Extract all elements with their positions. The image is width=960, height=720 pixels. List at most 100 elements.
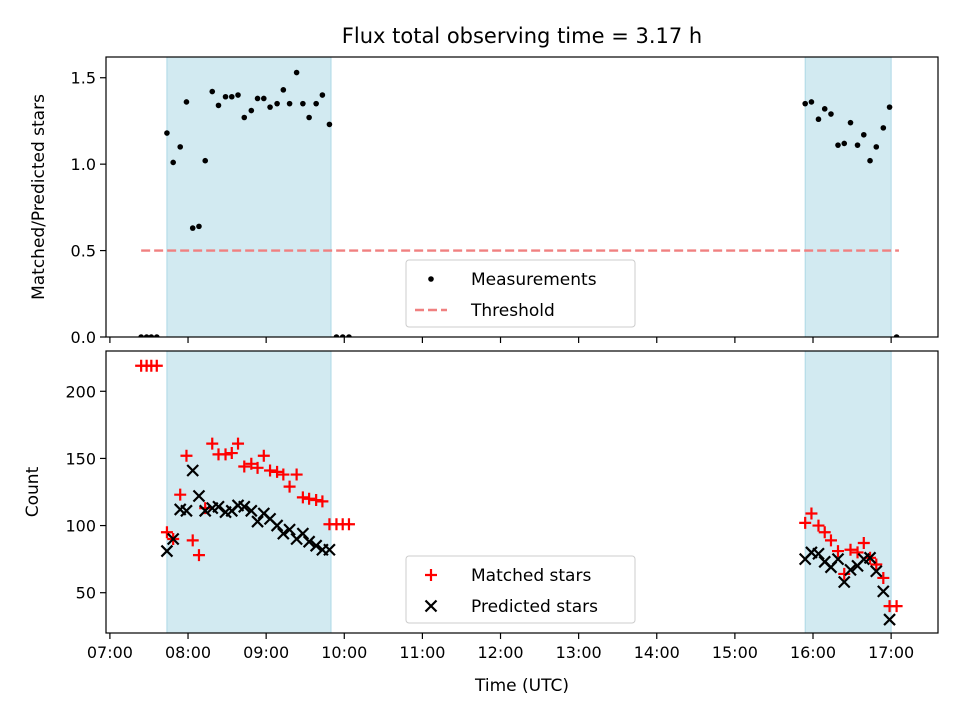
- legend-box: [405, 259, 636, 328]
- data-point: [277, 527, 290, 540]
- y-axis-label: Matched/Predicted stars: [29, 94, 49, 300]
- x-tick-label: 09:00: [243, 643, 289, 662]
- data-point: [805, 507, 818, 520]
- data-point: [261, 95, 267, 102]
- data-point: [212, 500, 225, 514]
- x-tick-label: 07:00: [87, 643, 133, 662]
- data-point: [860, 131, 867, 138]
- data-point: [870, 564, 883, 578]
- x-tick-label: 17:00: [868, 643, 914, 662]
- panel-counts: 07:00 08:00 09:00 10:00 11:00 12:00 13:00 14:00…: [23, 350, 939, 662]
- data-point: [323, 543, 336, 557]
- data-point: [286, 100, 293, 107]
- x-tick-label: 10:00: [321, 643, 367, 662]
- series-layer: [138, 69, 900, 337]
- x-tick-label: 16:00: [790, 643, 836, 662]
- series-predicted-stars: [160, 464, 896, 626]
- data-point: [893, 334, 900, 337]
- series-layer: [135, 359, 903, 626]
- legend-label: Predicted stars: [471, 597, 598, 617]
- data-point: [844, 543, 857, 556]
- data-point: [838, 567, 851, 580]
- data-point: [251, 515, 264, 528]
- data-point: [198, 504, 212, 518]
- data-point: [180, 449, 193, 462]
- data-point: [148, 334, 155, 337]
- chart-title: Flux total observing time = 3.17 h: [342, 24, 702, 48]
- y-tick-label: 150: [65, 449, 96, 468]
- x-tick-label: 08:00: [165, 643, 211, 662]
- x-tick-label: 15:00: [712, 643, 758, 662]
- data-point: [150, 359, 163, 372]
- data-point: [225, 447, 238, 460]
- data-point: [835, 142, 841, 148]
- data-point: [180, 504, 193, 518]
- legend: Matched stars Predicted stars: [405, 555, 636, 624]
- data-point: [270, 519, 284, 532]
- data-point: [873, 144, 880, 150]
- y-tick-label: 50: [76, 584, 96, 603]
- data-point: [160, 526, 173, 539]
- data-point: [174, 488, 187, 501]
- data-point: [880, 125, 887, 131]
- x-tick-label: 13:00: [556, 643, 602, 662]
- data-point: [254, 95, 261, 102]
- data-point: [877, 585, 890, 598]
- x-tick-label: 12:00: [477, 643, 523, 662]
- data-point: [192, 549, 205, 562]
- data-point: [274, 100, 280, 107]
- data-point: [189, 225, 196, 231]
- data-point: [812, 547, 825, 561]
- legend-box: [405, 555, 636, 624]
- data-point: [248, 107, 255, 114]
- data-point: [296, 491, 309, 504]
- data-point: [326, 121, 333, 128]
- data-point: [802, 100, 808, 107]
- y-tick-label: 0.5: [71, 242, 96, 261]
- data-point: [815, 116, 822, 123]
- data-point: [300, 100, 306, 107]
- legend-swatch: [428, 276, 434, 282]
- data-point: [824, 534, 837, 547]
- legend-swatch: [424, 599, 438, 613]
- data-point: [310, 494, 323, 507]
- data-point: [302, 535, 316, 548]
- data-point: [160, 544, 174, 558]
- data-point: [821, 106, 828, 112]
- data-point: [837, 575, 851, 589]
- data-point: [841, 140, 848, 147]
- data-point: [313, 100, 319, 107]
- data-point: [828, 111, 834, 117]
- data-point: [192, 489, 206, 503]
- y-tick-label: 200: [65, 382, 96, 401]
- y-tick-label: 100: [65, 517, 96, 536]
- data-point: [153, 334, 160, 337]
- data-point: [863, 551, 877, 565]
- data-point: [245, 457, 258, 470]
- observing-window-span: [804, 350, 892, 634]
- y-tick-label: 0.0: [71, 328, 96, 347]
- data-point: [306, 114, 312, 121]
- legend-label: Measurements: [471, 270, 597, 290]
- data-point: [235, 92, 241, 98]
- observing-window-span: [166, 350, 332, 634]
- data-point: [186, 464, 199, 477]
- data-point: [170, 159, 176, 166]
- data-point: [890, 600, 903, 613]
- data-point: [196, 223, 202, 230]
- data-point: [296, 527, 310, 540]
- series-matched-stars: [135, 359, 903, 613]
- data-point: [799, 516, 812, 529]
- observing-window-span: [804, 56, 892, 338]
- data-point: [241, 114, 248, 121]
- data-point: [333, 334, 340, 337]
- data-point: [222, 93, 229, 100]
- data-point: [342, 518, 355, 531]
- data-point: [164, 130, 170, 136]
- y-tick-label: 1.5: [71, 69, 96, 88]
- data-point: [271, 465, 284, 478]
- data-point: [267, 104, 273, 110]
- data-point: [831, 552, 845, 566]
- data-point: [309, 539, 323, 552]
